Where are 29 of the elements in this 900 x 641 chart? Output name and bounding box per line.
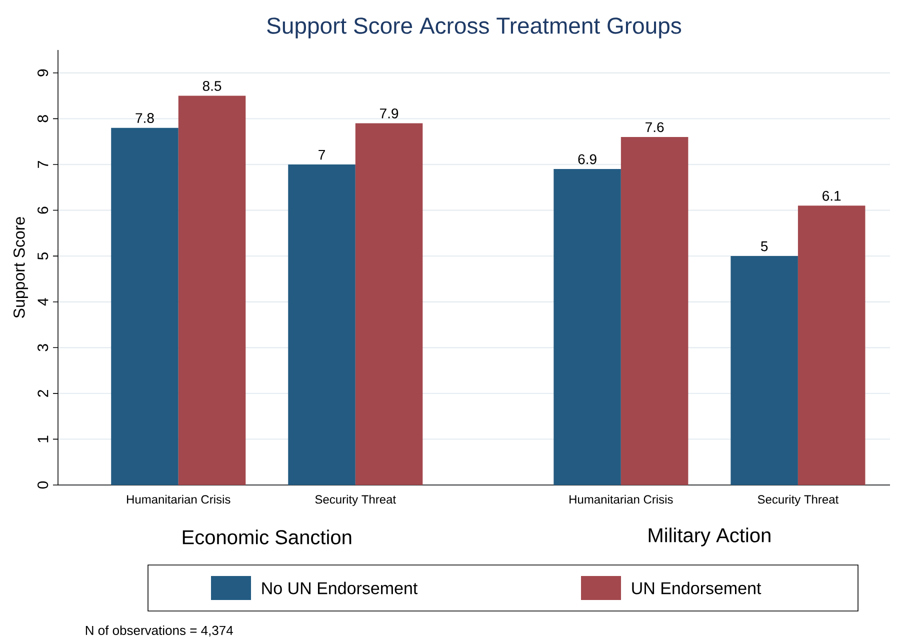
x-tick-label: Humanitarian Crisis <box>127 494 230 504</box>
legend-label: No UN Endorsement <box>262 582 418 594</box>
y-tick-label: 1 <box>38 436 48 442</box>
y-tick-label: 0 <box>38 481 48 489</box>
x-tick-label: Security Threat <box>758 494 839 506</box>
data-label: 7.6 <box>646 122 664 132</box>
y-tick-label: 8 <box>38 115 48 122</box>
data-label: 7.8 <box>136 113 154 123</box>
y-tick-label: 6 <box>38 206 48 214</box>
chart-title: Support Score Across Treatment Groups <box>267 18 682 38</box>
x-tick-label: Security Threat <box>315 494 396 506</box>
y-tick-label: 2 <box>38 390 48 397</box>
data-label: 5 <box>760 241 768 252</box>
data-label: 7.9 <box>380 108 398 118</box>
y-tick-label: 7 <box>38 161 48 168</box>
text: N of observations = 4,374 <box>86 625 233 637</box>
data-label: 6.9 <box>578 154 596 164</box>
legend-label: UN Endorsement <box>632 582 762 594</box>
data-label: 8.5 <box>202 81 222 91</box>
data-label: 6.1 <box>822 190 841 201</box>
y-tick-label: 5 <box>38 252 48 260</box>
text: Economic Sanction <box>182 530 352 544</box>
y-tick-label: 9 <box>38 69 48 76</box>
text: Military Action <box>648 528 770 546</box>
x-tick-label: Humanitarian Crisis <box>570 494 673 504</box>
data-label: 7 <box>318 150 325 160</box>
y-axis-title: Support Score <box>13 217 28 318</box>
y-tick-label: 4 <box>38 298 48 306</box>
y-tick-label: 3 <box>38 344 48 352</box>
